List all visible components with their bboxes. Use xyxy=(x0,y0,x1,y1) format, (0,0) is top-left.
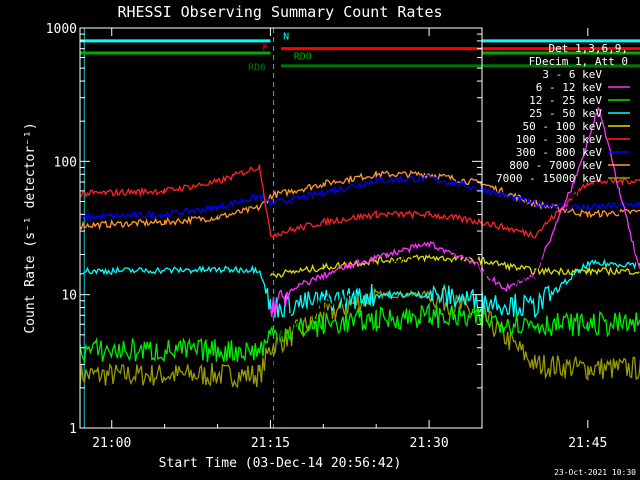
legend-header: FDecim 1, Att 0 xyxy=(529,55,628,68)
series-line xyxy=(79,258,640,319)
legend-entry-label: 7000 - 15000 keV xyxy=(496,172,602,185)
series-line xyxy=(269,107,640,317)
x-tick-label: 21:15 xyxy=(251,436,290,451)
y-axis-label: Count Rate (s⁻¹ detector⁻¹) xyxy=(23,122,38,333)
flag-label: RD0 xyxy=(294,52,312,63)
series-line xyxy=(79,164,640,239)
legend-entry-label: 6 - 12 keV xyxy=(536,81,603,94)
series-line xyxy=(79,288,640,389)
x-axis-label: Start Time (03-Dec-14 20:56:42) xyxy=(159,456,402,471)
legend-entry-label: 300 - 800 keV xyxy=(516,146,602,159)
legend-entry-label: 3 - 6 keV xyxy=(542,68,602,81)
x-tick-label: 21:45 xyxy=(568,436,607,451)
legend-entry-label: 12 - 25 keV xyxy=(529,94,602,107)
flag-label: F xyxy=(262,42,268,53)
x-tick-label: 21:30 xyxy=(410,436,449,451)
series-line xyxy=(269,254,640,279)
y-tick-label: 1 xyxy=(69,422,77,437)
flag-label: RD6 xyxy=(248,63,266,74)
y-tick-label: 100 xyxy=(54,155,77,170)
timestamp: 23-Oct-2021 10:30 xyxy=(554,468,636,477)
x-tick-label: 21:00 xyxy=(92,436,131,451)
legend-entry-label: 50 - 100 keV xyxy=(523,120,603,133)
y-tick-label: 1000 xyxy=(46,22,77,37)
plot-frame xyxy=(79,27,483,429)
legend-entry-label: 100 - 300 keV xyxy=(516,133,602,146)
legend-header: Det 1,3,6,9, xyxy=(549,42,628,55)
axis-ticks: 21:0021:1521:3021:4522:0022:1522:3011010… xyxy=(46,22,608,451)
y-tick-label: 10 xyxy=(61,289,77,304)
legend-entry-label: 800 - 7000 keV xyxy=(509,159,602,172)
series-line xyxy=(269,146,640,400)
flag-label: N xyxy=(283,31,289,42)
legend-entry-label: 25 - 50 keV xyxy=(529,107,602,120)
series-line xyxy=(79,302,640,364)
series-line xyxy=(79,174,640,223)
chart-title: RHESSI Observing Summary Count Rates xyxy=(117,3,442,21)
